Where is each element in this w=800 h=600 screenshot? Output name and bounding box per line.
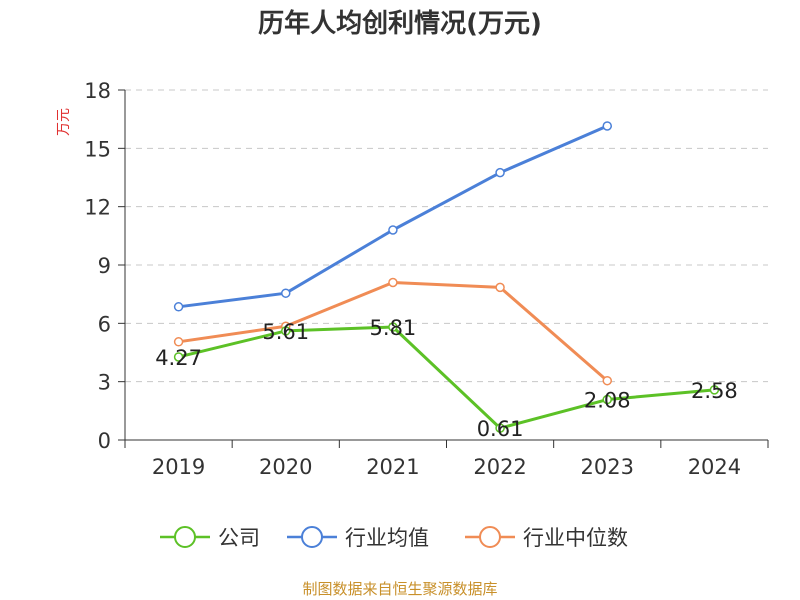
x-tick-label-2022: 2022 — [473, 455, 526, 479]
legend-item-2: 行业中位数 — [465, 526, 628, 550]
source-footer: 制图数据来自恒生聚源数据库 — [302, 580, 498, 598]
legend: 公司 行业均值 行业中位数 — [160, 526, 628, 550]
point-1-2019 — [173, 302, 184, 312]
chart-title: 历年人均创利情况(万元) — [258, 9, 542, 39]
legend-label-2: 行业中位数 — [523, 526, 628, 550]
y-tick-label-12: 12 — [84, 196, 111, 220]
y-tick-label-15: 15 — [84, 137, 111, 161]
data-label-2024: 2.58 — [691, 379, 738, 403]
legend-swatch-marker-0 — [174, 526, 196, 548]
x-tick-label-2019: 2019 — [152, 455, 205, 479]
axes: 0 3 6 9 12 15 18 2019 2020 2021 2022 2023 2024 — [84, 79, 769, 479]
y-tick-label-18: 18 — [84, 79, 111, 103]
x-tick-label-2024: 2024 — [688, 455, 741, 479]
x-tick-label-2020: 2020 — [259, 455, 312, 479]
legend-swatch-marker-2 — [479, 526, 501, 548]
legend-swatch-marker-1 — [301, 526, 323, 548]
point-2-2023 — [602, 375, 612, 386]
legend-label-0: 公司 — [218, 526, 260, 550]
point-1-2022 — [495, 167, 505, 178]
data-label-2020: 5.61 — [262, 320, 309, 344]
point-0-2019 — [173, 352, 184, 362]
legend-label-1: 行业均值 — [345, 526, 429, 550]
point-1-2021 — [388, 225, 398, 235]
point-0-2024 — [709, 385, 720, 395]
data-label-2023: 2.08 — [584, 389, 631, 413]
point-2-2019 — [173, 337, 184, 347]
point-2-2022 — [495, 282, 505, 293]
point-0-2020 — [281, 326, 291, 336]
y-tick-label-0: 0 — [98, 429, 111, 453]
point-1-2020 — [281, 288, 291, 298]
point-0-2023 — [602, 394, 612, 405]
x-tick-label-2021: 2021 — [366, 455, 419, 479]
grid-lines — [125, 89, 768, 383]
data-label-2021: 5.81 — [370, 316, 417, 340]
legend-item-1: 行业均值 — [287, 526, 429, 550]
y-tick-label-6: 6 — [98, 312, 111, 336]
point-0-2022 — [495, 423, 505, 433]
series-line-0 — [178, 325, 715, 430]
data-labels: 4.27 5.61 5.81 0.61 2.08 2.58 — [155, 316, 738, 441]
y-axis-label: 万元 — [56, 108, 72, 136]
point-2-2021 — [388, 277, 398, 288]
x-tick-label-2023: 2023 — [581, 455, 634, 479]
data-label-2019: 4.27 — [155, 346, 202, 370]
y-tick-label-9: 9 — [98, 254, 111, 278]
point-0-2021 — [388, 322, 398, 332]
legend-item-0: 公司 — [160, 526, 260, 550]
y-tick-label-3: 3 — [98, 371, 111, 395]
series-lines — [173, 121, 720, 433]
data-label-2022: 0.61 — [477, 417, 524, 441]
point-1-2023 — [602, 121, 612, 131]
